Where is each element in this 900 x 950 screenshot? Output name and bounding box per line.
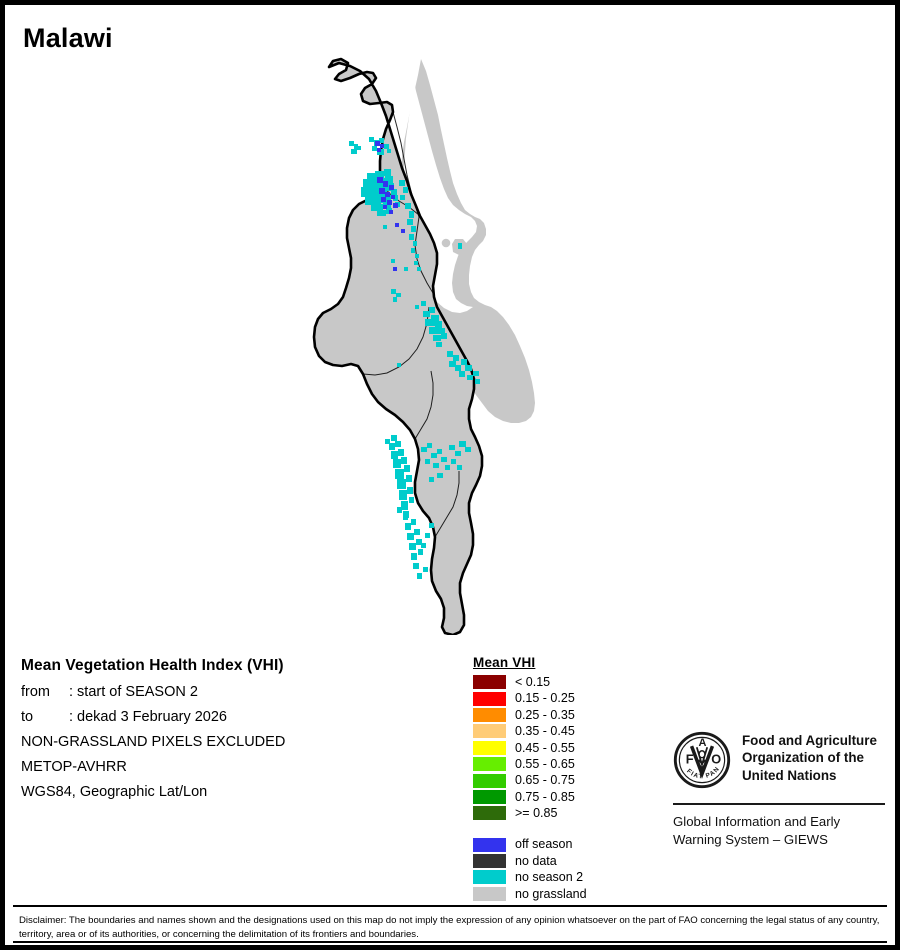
from-value: : start of SEASON 2	[69, 684, 198, 700]
off-season-pixels	[375, 141, 405, 271]
legend-class-row: 0.55 - 0.65	[473, 756, 653, 772]
legend-class-swatch	[473, 789, 506, 804]
legend-class-label: 0.45 - 0.55	[515, 740, 575, 755]
fao-name-line3: United Nations	[742, 767, 837, 783]
district-line-north	[392, 111, 420, 218]
district-line-south-1	[414, 370, 434, 440]
legend-special-list: off season no data no season 2 no grassland	[473, 837, 653, 903]
legend-special-row: no season 2	[473, 869, 653, 885]
to-label: to	[21, 709, 34, 725]
legend-title: Mean VHI	[473, 655, 536, 670]
legend-special-row: no grassland	[473, 886, 653, 902]
legend-class-swatch	[473, 806, 506, 821]
likoma	[441, 238, 451, 248]
legend-spacer	[473, 822, 653, 837]
legend-class-row: < 0.15	[473, 674, 653, 690]
legend-class-label: 0.15 - 0.25	[515, 691, 575, 706]
info-row-sensor: METOP-AVHRR	[21, 759, 127, 775]
giews-line1: Global Information and Early	[673, 814, 841, 829]
fao-name-line1: Food and Agriculture	[742, 733, 877, 748]
fao-name: Food and Agriculture Organization of the…	[742, 731, 877, 784]
legend-special-swatch	[473, 854, 506, 869]
legend-special-swatch	[473, 886, 506, 901]
map-canvas	[305, 45, 615, 635]
map-info-block: Mean Vegetation Health Index (VHI) from:…	[21, 657, 441, 809]
legend-class-row: 0.75 - 0.85	[473, 789, 653, 805]
legend-class-label: 0.25 - 0.35	[515, 707, 575, 722]
legend-class-swatch	[473, 707, 506, 722]
legend-class-row: 0.45 - 0.55	[473, 740, 653, 756]
legend-class-row: 0.65 - 0.75	[473, 772, 653, 788]
fao-logo-row: F A O FIAT PANIS Food and Agriculture Or…	[670, 726, 888, 794]
legend-special-label: no season 2	[515, 870, 584, 885]
map-legend: Mean VHI < 0.15 0.15 - 0.25 0.25 - 0.35 0.3…	[473, 655, 653, 902]
district-line-central-3	[362, 306, 430, 376]
legend-special-row: off season	[473, 837, 653, 853]
info-row-pixels: NON-GRASSLAND PIXELS EXCLUDED	[21, 734, 286, 750]
legend-class-label: 0.65 - 0.75	[515, 773, 575, 788]
fao-emblem: F A O FIAT PANIS	[670, 726, 731, 794]
map-render	[305, 45, 615, 635]
legend-class-swatch	[473, 691, 506, 706]
fao-emblem-icon: F A O FIAT PANIS	[670, 726, 731, 789]
district-line-south-2	[434, 471, 460, 538]
legend-class-list: < 0.15 0.15 - 0.25 0.25 - 0.35 0.35 - 0.45 0…	[473, 674, 653, 822]
giews-name: Global Information and Early Warning Sys…	[673, 813, 888, 848]
fao-branding: F A O FIAT PANIS Food and Agriculture Or…	[670, 726, 888, 848]
info-row-projection: WGS84, Geographic Lat/Lon	[21, 784, 208, 800]
legend-class-row: 0.35 - 0.45	[473, 723, 653, 739]
legend-class-row: >= 0.85	[473, 805, 653, 821]
district-boundaries	[362, 111, 460, 538]
fao-divider	[673, 803, 885, 805]
legend-class-label: < 0.15	[515, 674, 551, 689]
fao-letter-f: F	[686, 751, 694, 766]
legend-class-label: 0.35 - 0.45	[515, 724, 575, 739]
island-cyan-pixel	[458, 243, 462, 249]
legend-class-row: 0.25 - 0.35	[473, 707, 653, 723]
to-value: : dekad 3 February 2026	[69, 709, 227, 725]
legend-class-row: 0.15 - 0.25	[473, 690, 653, 706]
legend-class-swatch	[473, 757, 506, 772]
legend-class-label: >= 0.85	[515, 806, 558, 821]
giews-line2: Warning System – GIEWS	[673, 831, 828, 847]
legend-special-label: no data	[515, 853, 557, 868]
legend-class-swatch	[473, 740, 506, 755]
legend-class-swatch	[473, 675, 506, 690]
info-row-to: to : dekad 3 February 2026	[21, 709, 441, 725]
disclaimer-text: Disclaimer: The boundaries and names sho…	[19, 915, 880, 940]
legend-class-swatch	[473, 724, 506, 739]
from-label: from	[21, 684, 50, 700]
poster-inner: Malawi	[5, 5, 895, 945]
district-line-central-1	[380, 181, 426, 226]
legend-class-label: 0.75 - 0.85	[515, 789, 575, 804]
malawi-map	[305, 45, 615, 635]
district-line-central-2	[414, 216, 434, 294]
legend-special-label: no grassland	[515, 886, 587, 901]
legend-special-swatch	[473, 837, 506, 852]
disclaimer-bottom-rule	[13, 941, 887, 943]
legend-class-swatch	[473, 773, 506, 788]
legend-special-label: off season	[515, 837, 573, 852]
fao-name-line2: Organization of the	[742, 750, 864, 766]
fao-letter-o: O	[711, 751, 721, 766]
fao-letter-a: A	[699, 737, 707, 749]
disclaimer-top-rule	[13, 905, 887, 907]
page-title: Malawi	[23, 23, 113, 53]
legend-class-label: 0.55 - 0.65	[515, 756, 575, 771]
info-title: Mean Vegetation Health Index (VHI)	[21, 657, 284, 674]
legend-special-row: no data	[473, 853, 653, 869]
legend-special-swatch	[473, 870, 506, 885]
info-row-from: from : start of SEASON 2	[21, 684, 441, 700]
